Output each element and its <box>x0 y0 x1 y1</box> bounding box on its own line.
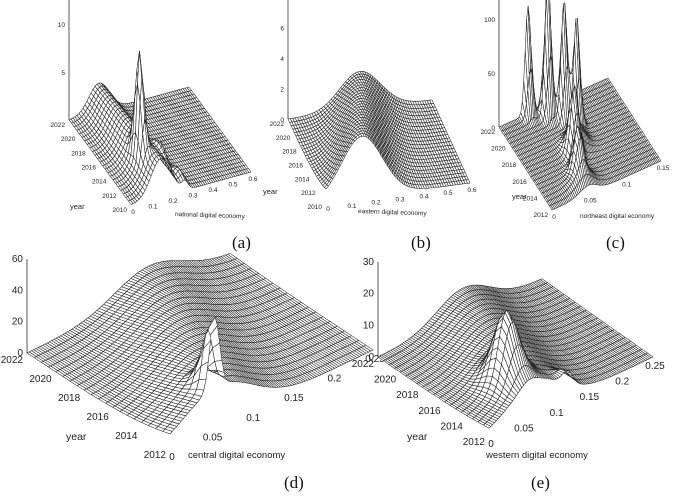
panel-d: 020406000.050.10.150.20.2520122014201620… <box>1 253 385 492</box>
y-tick-label: 2014 <box>92 179 107 186</box>
x-tick-label: 0.3 <box>188 193 197 200</box>
x-tick-label: 0.1 <box>148 204 157 211</box>
surface-a <box>68 50 252 205</box>
y-tick-label: 2010 <box>113 207 128 214</box>
panel-c: 05010015000.050.10.152012201420162018202… <box>481 0 670 252</box>
x-tick-label: 0.5 <box>443 190 452 197</box>
x-tick-label: 0.15 <box>657 165 670 172</box>
y-tick-label: 2022 <box>51 122 66 129</box>
y-tick-label: 2012 <box>534 212 549 219</box>
ylabel-c: year <box>512 192 527 201</box>
x-tick-label: 0 <box>326 206 330 213</box>
x-tick-label: 0.3 <box>395 197 404 204</box>
x-tick-label: 0.6 <box>467 187 476 194</box>
y-tick-label: 2014 <box>295 176 310 183</box>
y-tick-label: 2018 <box>282 149 297 156</box>
surface-cell <box>246 168 252 173</box>
axes-a: 510152000.10.20.30.40.50.620102012201420… <box>51 0 258 216</box>
x-tick-label: 0.1 <box>622 181 631 188</box>
x-tick-label: 0.1 <box>347 203 356 210</box>
z-tick-label: 2 <box>280 87 284 94</box>
x-tick-label: 0.4 <box>419 193 428 200</box>
x-tick-label: 0.05 <box>584 198 597 205</box>
x-tick-label: 0.2 <box>371 200 380 207</box>
x-tick-label: 0.2 <box>168 198 177 205</box>
z-tick-label: 4 <box>280 56 284 63</box>
ylabel-a: year <box>70 202 85 211</box>
y-tick-label: 2020 <box>276 135 291 142</box>
caption-a: (a) <box>232 233 251 252</box>
z-tick-label: 50 <box>488 71 496 78</box>
y-tick-label: 2022 <box>270 121 285 128</box>
caption-c: (c) <box>606 233 625 252</box>
y-tick-label: 2016 <box>512 179 527 186</box>
z-tick-label: 100 <box>484 17 495 24</box>
z-tick-label: 10 <box>58 22 66 29</box>
x-tick-label: 0.5 <box>228 182 237 189</box>
y-tick-label: 2018 <box>71 150 86 157</box>
y-tick-label: 2020 <box>491 146 506 153</box>
xlabel-a: national digital economy <box>175 211 246 220</box>
x-tick-label: 0 <box>131 209 135 216</box>
panel-a: 510152000.10.20.30.40.50.620102012201420… <box>51 0 258 252</box>
ylabel-b: year <box>263 187 278 196</box>
surface-d <box>26 253 374 435</box>
y-tick-label: 2016 <box>82 165 97 172</box>
y-tick-label: 2018 <box>502 162 517 169</box>
x-tick-label: 0.6 <box>248 176 257 183</box>
panel-b: 0246800.10.20.30.40.50.62010201220142016… <box>263 0 477 252</box>
y-tick-label: 2012 <box>301 190 316 197</box>
caption-b: (b) <box>411 233 431 252</box>
x-tick-label: 0 <box>552 214 556 221</box>
z-tick-label: 5 <box>61 70 65 77</box>
xlabel-c: northeast digital economy <box>580 213 655 220</box>
z-tick-label: 6 <box>280 26 284 33</box>
surface-b <box>287 71 471 190</box>
z-tick-label: 8 <box>280 0 284 2</box>
x-tick-label: 0.4 <box>208 187 217 194</box>
y-tick-label: 2016 <box>289 163 304 170</box>
y-tick-label: 2020 <box>61 136 76 143</box>
y-tick-label: 2012 <box>102 193 117 200</box>
y-tick-label: 2010 <box>308 204 323 211</box>
y-tick-label: 2022 <box>481 129 496 136</box>
xlabel-b: eastern digital economy <box>358 208 428 217</box>
